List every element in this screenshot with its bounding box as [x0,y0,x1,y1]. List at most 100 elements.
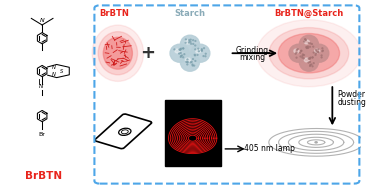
Ellipse shape [299,35,318,53]
Text: N: N [52,65,56,70]
Ellipse shape [296,52,297,53]
Ellipse shape [278,33,340,73]
Ellipse shape [201,50,202,51]
Ellipse shape [190,62,191,63]
Ellipse shape [194,54,195,55]
Ellipse shape [302,54,303,55]
Ellipse shape [322,51,323,52]
Ellipse shape [193,43,194,44]
Ellipse shape [305,39,306,40]
Ellipse shape [301,50,302,51]
Ellipse shape [313,52,314,53]
Ellipse shape [315,53,316,54]
Text: N: N [39,84,44,90]
Ellipse shape [322,48,323,49]
Ellipse shape [201,49,202,50]
Ellipse shape [312,57,313,58]
Ellipse shape [308,62,309,63]
Ellipse shape [185,58,190,62]
Ellipse shape [299,53,318,71]
Ellipse shape [321,57,322,58]
Ellipse shape [306,47,307,48]
Ellipse shape [302,55,303,56]
Ellipse shape [92,25,144,81]
Ellipse shape [308,58,309,59]
Ellipse shape [180,49,181,50]
Ellipse shape [203,56,204,57]
Ellipse shape [311,64,312,65]
Ellipse shape [203,48,205,49]
Ellipse shape [187,64,188,65]
Ellipse shape [296,57,297,58]
Ellipse shape [180,53,199,71]
Ellipse shape [194,65,195,66]
Ellipse shape [191,44,210,62]
Ellipse shape [195,45,196,46]
Ellipse shape [205,53,206,54]
Ellipse shape [300,52,301,53]
Ellipse shape [303,58,304,59]
Ellipse shape [187,62,188,63]
Ellipse shape [183,48,184,49]
Text: S: S [60,69,64,74]
Ellipse shape [257,20,361,87]
Ellipse shape [310,46,311,47]
Ellipse shape [185,42,186,43]
Text: dusting: dusting [338,98,367,107]
Ellipse shape [103,37,132,69]
Ellipse shape [181,48,182,49]
Ellipse shape [315,142,317,143]
Ellipse shape [304,40,310,44]
Text: Br: Br [39,132,46,137]
Ellipse shape [300,56,301,57]
Ellipse shape [185,40,190,44]
Text: Starch: Starch [174,9,205,18]
Ellipse shape [269,28,349,79]
Ellipse shape [190,39,191,40]
Text: mixing: mixing [239,53,265,62]
Ellipse shape [198,51,199,52]
Ellipse shape [175,49,180,53]
Bar [165,100,221,166]
Ellipse shape [318,52,319,53]
Ellipse shape [196,49,201,53]
Ellipse shape [312,57,313,58]
Ellipse shape [183,48,184,49]
Ellipse shape [191,43,192,44]
Ellipse shape [313,46,314,47]
Text: Grinding: Grinding [236,46,269,55]
Ellipse shape [315,49,320,53]
Text: BrBTN: BrBTN [99,9,129,18]
Ellipse shape [321,55,322,56]
Ellipse shape [192,64,193,65]
Ellipse shape [198,48,199,49]
Ellipse shape [294,49,299,53]
Ellipse shape [302,57,303,58]
Ellipse shape [192,65,193,66]
Ellipse shape [197,54,198,55]
Text: BrBTN: BrBTN [25,171,62,181]
Ellipse shape [308,47,309,48]
Ellipse shape [179,49,180,50]
Ellipse shape [306,46,307,47]
Ellipse shape [187,59,188,60]
Ellipse shape [191,61,192,62]
Ellipse shape [184,54,185,55]
Ellipse shape [304,41,305,42]
Ellipse shape [305,40,306,41]
Ellipse shape [179,53,180,54]
Text: +: + [140,44,155,62]
Ellipse shape [183,57,184,58]
Ellipse shape [304,58,310,62]
Text: 405 nm lamp: 405 nm lamp [244,144,295,153]
Ellipse shape [182,55,183,56]
Ellipse shape [189,41,190,42]
Ellipse shape [180,35,199,53]
Ellipse shape [98,32,138,75]
Text: BrBTN@Starch: BrBTN@Starch [274,9,343,18]
Ellipse shape [316,51,317,52]
Ellipse shape [312,66,313,67]
Ellipse shape [301,50,302,51]
Ellipse shape [195,49,196,50]
Ellipse shape [205,56,206,57]
